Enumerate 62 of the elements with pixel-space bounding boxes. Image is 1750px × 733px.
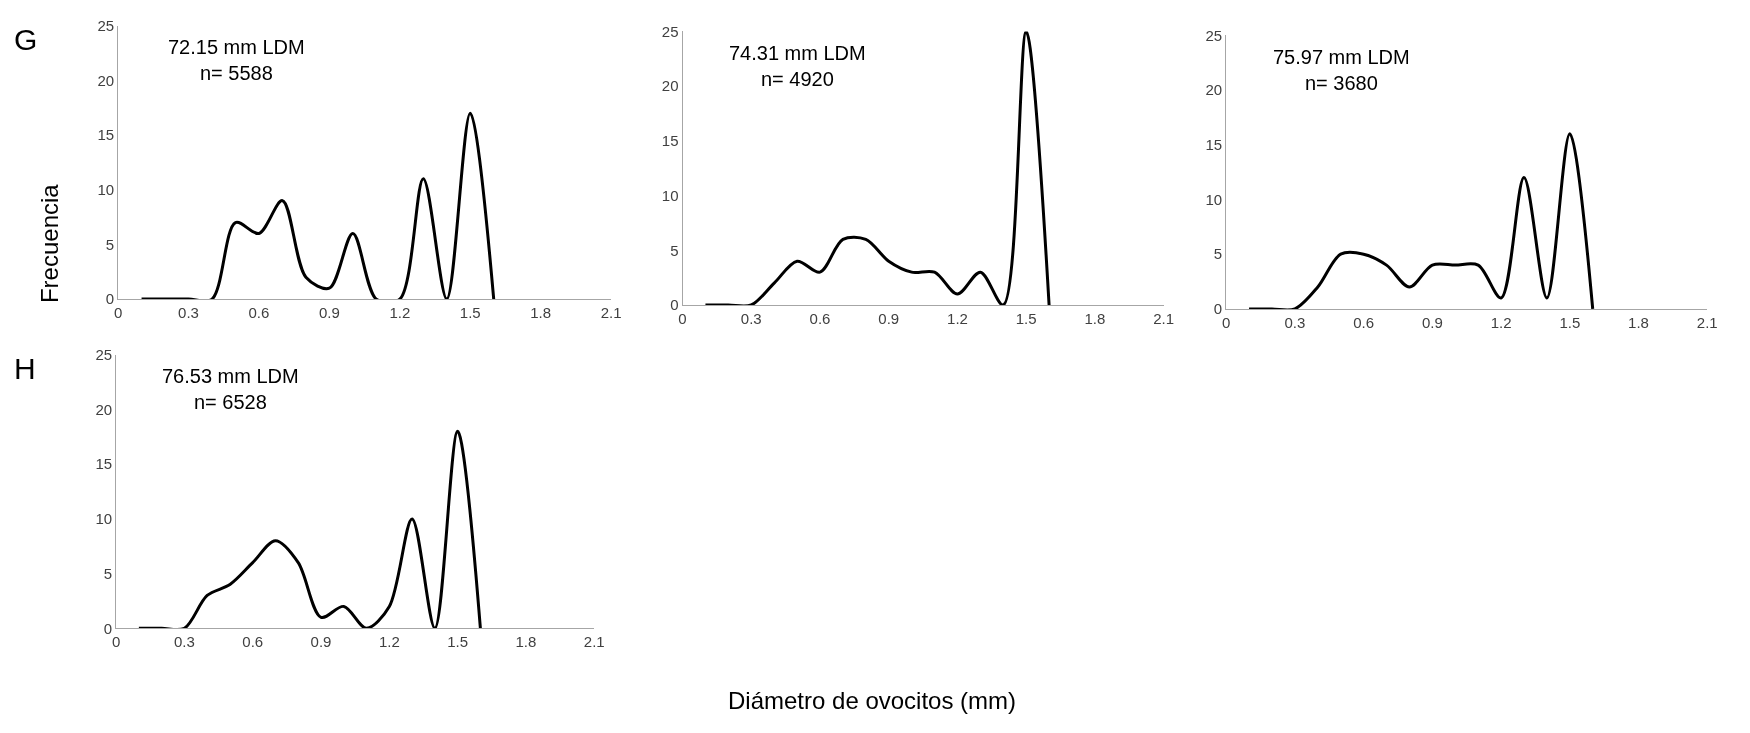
x-axis-title: Diámetro de ovocitos (mm) xyxy=(728,687,1017,714)
x-tick-label: 1.2 xyxy=(378,633,400,651)
y-tick-label: 5 xyxy=(103,564,113,582)
y-tick-label: 20 xyxy=(97,71,115,89)
line-series xyxy=(1247,132,1595,309)
x-tick-label: 0.9 xyxy=(878,309,900,327)
chart-title: G xyxy=(14,23,38,56)
x-tick-label: 2.1 xyxy=(1696,313,1718,331)
x-tick-label: 0.6 xyxy=(242,633,264,651)
x-tick-label: 0.3 xyxy=(173,633,195,651)
y-tick-label: 0 xyxy=(105,290,115,308)
x-tick-label: 0.9 xyxy=(1421,313,1443,331)
x-tick-label: 0.9 xyxy=(310,633,332,651)
x-tick-label: 1.8 xyxy=(530,304,552,322)
x-tick-label: 1.5 xyxy=(447,633,469,651)
x-tick-label: 1.2 xyxy=(389,304,411,322)
y-tick-label: 25 xyxy=(1205,26,1223,44)
annotation: 74.31 mm LDM n= 4920 xyxy=(729,42,866,90)
x-tick-label: 1.8 xyxy=(515,633,537,651)
y-tick-label: 10 xyxy=(661,186,679,204)
y-tick-label: 0 xyxy=(103,619,113,637)
y-tick-label: 20 xyxy=(95,400,113,418)
x-tick-label: 1.5 xyxy=(1559,313,1581,331)
x-tick-label: 0.9 xyxy=(318,304,340,322)
x-tick-label: 1.5 xyxy=(1015,309,1037,327)
y-tick-label: 15 xyxy=(95,455,113,473)
x-tick-label: 1.2 xyxy=(947,309,968,327)
y-tick-label: 5 xyxy=(105,235,115,253)
y-tick-label: 5 xyxy=(1213,245,1223,263)
y-tick-label: 25 xyxy=(661,22,679,40)
x-tick-label: 1.5 xyxy=(459,304,481,322)
x-tick-label: 0.6 xyxy=(809,309,831,327)
x-tick-label: 2.1 xyxy=(583,633,605,651)
x-tick-label: 1.8 xyxy=(1628,313,1649,331)
y-tick-label: 10 xyxy=(97,180,115,198)
x-tick-label: 0.3 xyxy=(1284,313,1306,331)
y-tick-label: 25 xyxy=(95,346,113,364)
y-tick-label: 10 xyxy=(95,510,113,528)
y-tick-label: 25 xyxy=(97,16,115,34)
line-series xyxy=(137,429,482,629)
x-tick-label: 0.3 xyxy=(740,309,762,327)
annotation: 76.53 mm LDM n= 6528 xyxy=(162,365,299,413)
line-series xyxy=(703,31,1051,305)
y-tick-label: 10 xyxy=(1205,190,1223,208)
x-tick-label: 0.3 xyxy=(178,304,199,322)
line-series xyxy=(140,111,496,300)
x-tick-label: 0.6 xyxy=(1353,313,1375,331)
x-tick-label: 1.2 xyxy=(1490,313,1512,331)
x-tick-label: 2.1 xyxy=(600,304,622,322)
y-tick-label: 20 xyxy=(661,77,679,95)
y-axis-title: Frecuencia xyxy=(36,183,64,304)
x-tick-label: 0.6 xyxy=(248,304,270,322)
annotation: 75.97 mm LDM n= 3680 xyxy=(1273,46,1410,94)
x-tick-label: 2.1 xyxy=(1153,309,1175,327)
y-tick-label: 15 xyxy=(97,126,115,144)
x-tick-label: 1.8 xyxy=(1084,309,1106,327)
annotation: 72.15 mm LDM n= 5588 xyxy=(168,36,305,84)
y-tick-label: 5 xyxy=(670,241,679,259)
y-tick-label: 15 xyxy=(1205,136,1223,154)
y-tick-label: 20 xyxy=(1205,81,1223,99)
y-tick-label: 15 xyxy=(661,132,679,150)
chart-title: H xyxy=(14,352,36,385)
